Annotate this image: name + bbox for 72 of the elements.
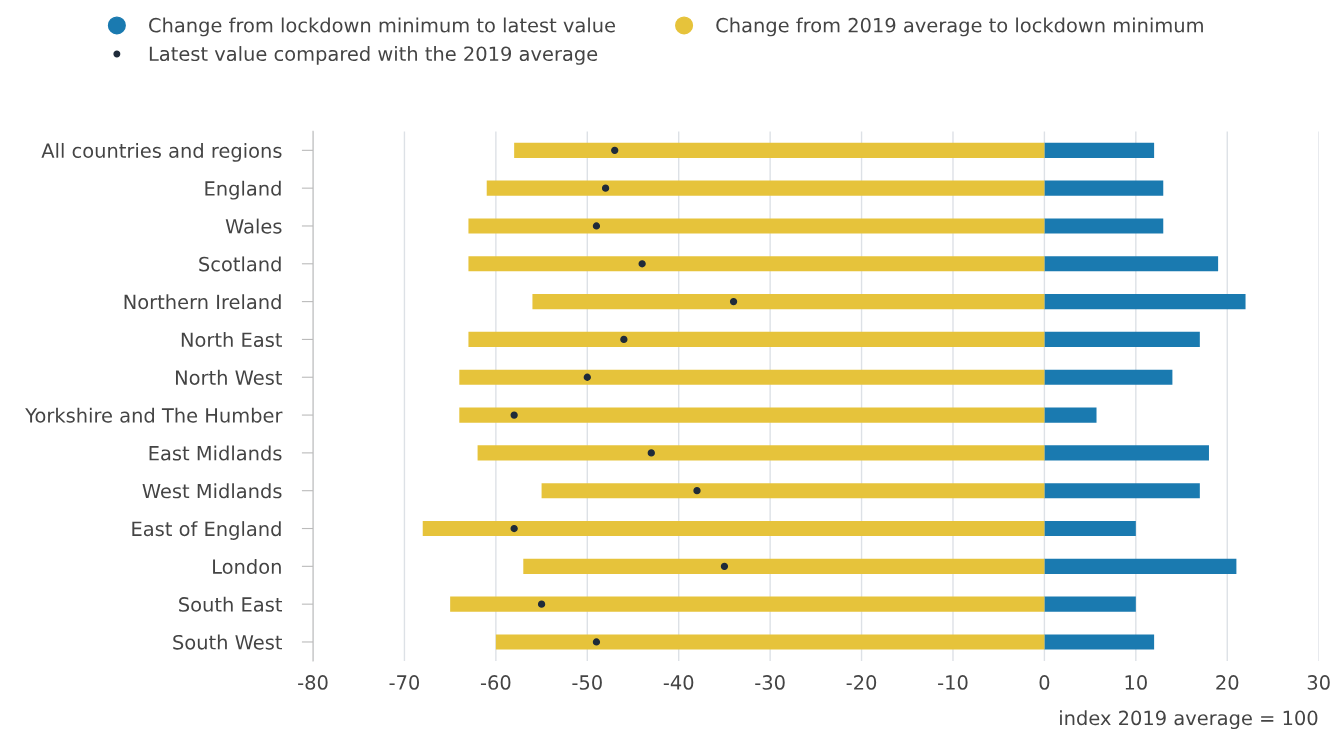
y-tick-label: North East	[181, 332, 282, 348]
point	[720, 562, 729, 570]
bar	[532, 294, 1045, 310]
y-tick-label: North West	[176, 369, 282, 385]
bar	[468, 331, 1045, 347]
x-tick-label: 30	[1307, 675, 1330, 690]
bar	[1044, 218, 1164, 234]
y-tick-label: Wales	[225, 218, 282, 234]
y-tick-label: Northern Ireland	[124, 294, 281, 310]
point	[729, 297, 738, 306]
point	[592, 638, 601, 646]
x-tick-label: -80	[298, 675, 328, 690]
point	[510, 524, 518, 533]
point	[638, 260, 646, 268]
x-tick-label: -30	[755, 675, 785, 690]
bar	[422, 520, 1045, 537]
point	[601, 184, 610, 192]
bar	[1044, 558, 1237, 574]
bar	[1044, 180, 1164, 196]
legend-label: Change from lockdown minimum to latest value	[149, 17, 615, 37]
bar	[1044, 256, 1219, 272]
bar	[1044, 407, 1097, 423]
bar	[450, 596, 1045, 612]
x-tick-label: -50	[572, 675, 602, 690]
point	[510, 411, 518, 419]
bar	[459, 407, 1045, 423]
legend-label: Change from 2019 average to lockdown minimum	[716, 17, 1203, 37]
x-tick-label: -40	[663, 675, 694, 690]
y-tick-label: South West	[173, 634, 282, 650]
bar	[1044, 596, 1136, 612]
bar	[1044, 331, 1200, 347]
bar	[514, 142, 1045, 158]
bar	[468, 218, 1045, 234]
point	[647, 449, 655, 457]
bar	[459, 369, 1045, 385]
point	[592, 222, 601, 230]
bar	[468, 256, 1045, 272]
point	[620, 335, 628, 344]
bar	[1044, 142, 1155, 158]
x-tick-label: 0	[1039, 675, 1050, 690]
bar	[1044, 634, 1155, 650]
x-tick-label: 20	[1216, 675, 1239, 690]
legend-label: Latest value compared with the 2019 average	[149, 46, 598, 65]
point	[583, 373, 591, 381]
y-tick-label: East of England	[132, 521, 281, 540]
y-tick-label: All countries and regions	[41, 142, 282, 162]
y-tick-label: Scotland	[199, 256, 281, 272]
bar	[1044, 294, 1246, 310]
bar	[486, 180, 1045, 196]
y-tick-label: East Midlands	[149, 445, 282, 461]
x-tick-label: -70	[389, 675, 420, 690]
y-tick-label: South East	[179, 596, 282, 612]
x-tick-label: -10	[938, 675, 968, 690]
point	[693, 487, 701, 495]
bar	[1044, 445, 1209, 461]
point	[611, 146, 619, 154]
point	[537, 600, 546, 608]
y-tick-label: West Midlands	[142, 483, 282, 499]
bar	[1044, 369, 1173, 385]
y-tick-label: London	[213, 558, 281, 574]
bar	[477, 445, 1045, 461]
bar	[1044, 483, 1200, 499]
y-tick-label: England	[205, 180, 281, 200]
y-tick-label: Yorkshire and The Humber	[25, 407, 283, 423]
bar	[495, 634, 1045, 650]
bar	[523, 558, 1045, 574]
x-tick-label: -60	[480, 675, 511, 690]
x-axis-title: index 2019 average = 100	[1060, 710, 1318, 730]
bar	[541, 483, 1045, 499]
x-tick-label: -20	[846, 675, 877, 690]
x-tick-label: 10	[1125, 675, 1147, 690]
bar	[1044, 520, 1136, 537]
